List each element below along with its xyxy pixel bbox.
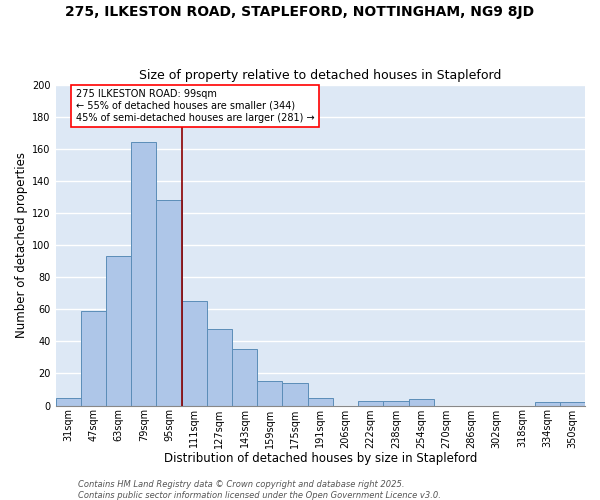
Text: Contains HM Land Registry data © Crown copyright and database right 2025.
Contai: Contains HM Land Registry data © Crown c…: [78, 480, 441, 500]
Bar: [257, 382, 283, 406]
Bar: [232, 350, 257, 406]
Bar: [409, 399, 434, 406]
Bar: [283, 383, 308, 406]
Y-axis label: Number of detached properties: Number of detached properties: [15, 152, 28, 338]
X-axis label: Distribution of detached houses by size in Stapleford: Distribution of detached houses by size …: [164, 452, 477, 465]
Bar: [358, 400, 383, 406]
Bar: [56, 398, 81, 406]
Bar: [81, 311, 106, 406]
Bar: [560, 402, 585, 406]
Text: 275, ILKESTON ROAD, STAPLEFORD, NOTTINGHAM, NG9 8JD: 275, ILKESTON ROAD, STAPLEFORD, NOTTINGH…: [65, 5, 535, 19]
Title: Size of property relative to detached houses in Stapleford: Size of property relative to detached ho…: [139, 69, 502, 82]
Bar: [207, 328, 232, 406]
Bar: [383, 400, 409, 406]
Bar: [535, 402, 560, 406]
Bar: [106, 256, 131, 406]
Bar: [182, 301, 207, 406]
Text: 275 ILKESTON ROAD: 99sqm
← 55% of detached houses are smaller (344)
45% of semi-: 275 ILKESTON ROAD: 99sqm ← 55% of detach…: [76, 90, 314, 122]
Bar: [308, 398, 333, 406]
Bar: [157, 200, 182, 406]
Bar: [131, 142, 157, 406]
